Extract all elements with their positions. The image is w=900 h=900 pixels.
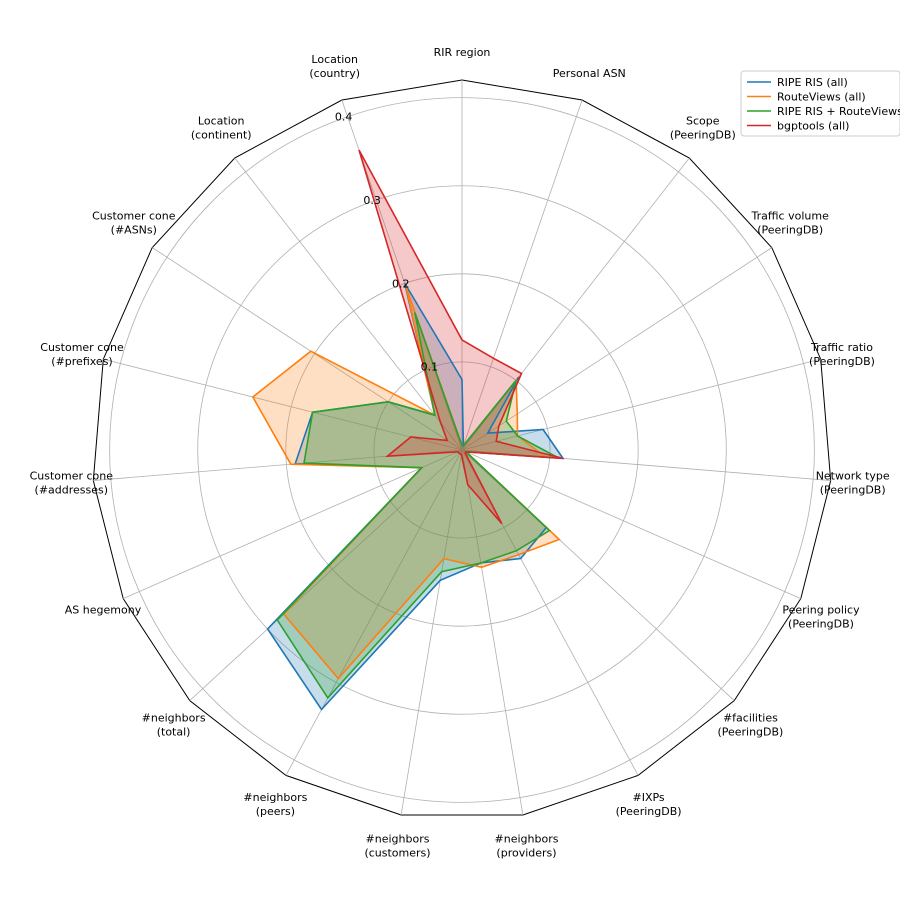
axis-label-8: #facilities (PeeringDB) <box>717 712 783 739</box>
legend: RIPE RIS (all) RouteViews (all)RIPE RIS +… <box>740 70 900 137</box>
tick-label-3: 0.3 <box>363 194 381 207</box>
axis-label-1: RIR region <box>434 46 491 59</box>
spoke-16 <box>103 358 463 451</box>
series-fill-1 <box>267 283 563 710</box>
series-line-4 <box>358 149 564 525</box>
tick-label-1: 0.1 <box>421 361 439 374</box>
spoke-18 <box>234 157 463 451</box>
series-fill-3 <box>277 312 559 698</box>
outer-frame <box>92 79 832 816</box>
series-fill-2 <box>252 287 560 679</box>
spoke-4 <box>461 247 772 451</box>
radial-tick-labels: 0.1 0.2 0.3 0.4 <box>335 111 438 374</box>
axis-label-16: Customer cone (#prefixes) <box>40 341 124 368</box>
spoke-2 <box>461 99 583 451</box>
axis-label-15: Customer cone (#addresses) <box>30 469 114 496</box>
spoke-11 <box>400 449 463 816</box>
axis-label-10: #neighbors (providers) <box>495 833 559 860</box>
series-line-3 <box>276 312 559 700</box>
spoke-7 <box>461 449 801 599</box>
tick-label-2: 0.2 <box>392 277 410 290</box>
series-fill-4 <box>359 150 563 524</box>
axis-label-18: Location (continent) <box>191 115 252 142</box>
axis-label-11: #neighbors (customers) <box>364 833 430 860</box>
axis-label-3: Scope (PeeringDB) <box>670 115 736 142</box>
axis-label-4: Traffic volume (PeeringDB) <box>751 210 830 237</box>
spoke-13 <box>189 449 463 701</box>
spoke-12 <box>285 449 463 776</box>
series-line-2 <box>251 287 561 680</box>
legend-label-1: RIPE RIS (all) <box>777 76 848 89</box>
axis-label-9: #IXPs (PeeringDB) <box>616 791 682 818</box>
axis-label-14: AS hegemony <box>65 604 142 617</box>
axis-label-6: Network type (PeeringDB) <box>816 469 890 496</box>
spoke-5 <box>461 358 821 451</box>
legend-label-2: RouteViews (all) <box>777 91 866 104</box>
axis-labels: RIR region Personal ASN Scope (PeeringDB) Tr… <box>30 46 890 860</box>
radar-series <box>251 149 565 711</box>
spoke-17 <box>152 247 463 451</box>
axis-label-7: Peering policy (PeeringDB) <box>782 604 860 631</box>
axis-label-17: Customer cone (#ASNs) <box>92 210 176 237</box>
legend-box <box>740 70 900 137</box>
axis-label-12: #neighbors (peers) <box>243 791 307 818</box>
tick-label-4: 0.4 <box>335 111 353 124</box>
axis-label-2: Personal ASN <box>553 67 626 80</box>
spoke-10 <box>461 449 524 816</box>
legend-label-3: RIPE RIS + RouteViews (all) <box>777 105 900 118</box>
legend-label-4: bgptools (all) <box>777 120 849 133</box>
axis-label-13: #neighbors (total) <box>142 712 206 739</box>
axis-label-19: Location (country) <box>309 53 360 80</box>
axis-label-5: Traffic ratio (PeeringDB) <box>809 341 875 368</box>
spoke-14 <box>123 449 463 599</box>
